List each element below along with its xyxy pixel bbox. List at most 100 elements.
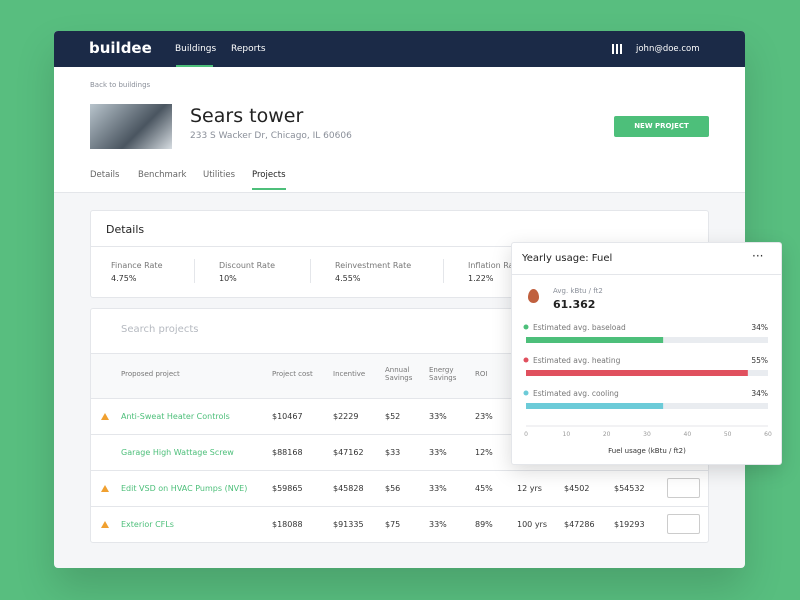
new-project-button[interactable]: NEW PROJECT — [614, 116, 709, 137]
rate-label: Reinvestment Rate — [335, 261, 412, 270]
back-link[interactable]: Back to buildings — [90, 81, 151, 89]
row-menu[interactable] — [667, 514, 700, 534]
tab[interactable]: Details — [90, 170, 120, 180]
x-tick-label: 10 — [563, 431, 571, 438]
usage-popup: Yearly usage: Fuel ··· Avg. kBtu / ft2 6… — [511, 242, 782, 465]
nav-link[interactable]: Reports — [231, 44, 266, 54]
cell: $33 — [385, 448, 401, 457]
building-photo — [90, 104, 172, 149]
warning-icon — [101, 485, 109, 492]
warning-icon — [101, 521, 109, 528]
legend-label: Estimated avg. cooling — [533, 389, 619, 398]
value-label: 55% — [751, 356, 768, 365]
value-label: 34% — [751, 323, 768, 332]
cell: 45% — [475, 484, 493, 493]
cell: 100 yrs — [517, 520, 548, 529]
cell: $19293 — [614, 520, 645, 529]
legend-dot — [523, 324, 529, 330]
address: 233 S Wacker Dr, Chicago, IL 60606 — [190, 131, 352, 141]
value-label: 34% — [751, 389, 768, 398]
cell: 12 yrs — [517, 484, 542, 493]
divider — [310, 259, 311, 283]
project-link[interactable]: Exterior CFLs — [121, 520, 174, 529]
legend-dot — [523, 390, 529, 396]
legend-label: Estimated avg. heating — [533, 356, 621, 365]
legend-label: Estimated avg. baseload — [533, 323, 626, 332]
cell: $54532 — [614, 484, 645, 493]
rate-value: 1.22% — [468, 274, 494, 283]
header: Back to buildings Sears tower 233 S Wack… — [54, 67, 745, 193]
cell: 89% — [475, 520, 493, 529]
column-header: Energy Savings — [429, 366, 457, 382]
column-header: Proposed project — [121, 370, 180, 378]
divider — [443, 259, 444, 283]
cell: 33% — [429, 484, 447, 493]
bar — [526, 370, 748, 376]
project-link[interactable]: Garage High Wattage Screw — [121, 448, 234, 457]
tab[interactable]: Utilities — [203, 170, 235, 180]
apps-icon[interactable] — [612, 44, 622, 54]
rate-value: 4.55% — [335, 274, 361, 283]
rate-value: 10% — [219, 274, 237, 283]
column-header: Incentive — [333, 370, 366, 378]
building-title: Sears tower — [190, 105, 304, 127]
cell: 33% — [429, 520, 447, 529]
nav-bar: buildee Buildings Reports john@doe.com — [54, 31, 745, 67]
row-divider — [91, 506, 708, 507]
project-link[interactable]: Anti-Sweat Heater Controls — [121, 412, 230, 421]
bar — [526, 403, 664, 409]
column-header: Project cost — [272, 370, 313, 378]
rate-label: Finance Rate — [111, 261, 163, 270]
row-divider — [91, 470, 708, 471]
usage-chart: Estimated avg. baseload 34% Estimated avg.… — [523, 323, 772, 455]
cell: $91335 — [333, 520, 364, 529]
row-divider — [91, 434, 708, 435]
metric-value: 61.362 — [553, 298, 596, 311]
x-tick-label: 0 — [524, 431, 528, 438]
x-tick-label: 20 — [603, 431, 611, 438]
popup-title: Yearly usage: Fuel — [522, 253, 613, 264]
cell: $88168 — [272, 448, 303, 457]
tab[interactable]: Projects — [252, 170, 286, 190]
x-tick-label: 40 — [684, 431, 692, 438]
nav-link[interactable]: Buildings — [175, 44, 217, 54]
row-menu[interactable] — [667, 478, 700, 498]
x-tick-label: 30 — [643, 431, 651, 438]
tab[interactable]: Benchmark — [138, 170, 187, 180]
fuel-icon — [528, 289, 539, 303]
metric-label: Avg. kBtu / ft2 — [553, 287, 603, 295]
user-menu[interactable]: john@doe.com — [636, 44, 700, 54]
cell: $18088 — [272, 520, 303, 529]
legend-dot — [523, 357, 529, 363]
cell: $47286 — [564, 520, 595, 529]
more-button[interactable]: ··· — [752, 249, 764, 263]
divider — [194, 259, 195, 283]
x-tick-label: 50 — [724, 431, 732, 438]
cell: $45828 — [333, 484, 364, 493]
x-axis-label: Fuel usage (kBtu / ft2) — [608, 447, 686, 455]
brand: buildee — [89, 39, 152, 57]
bar — [526, 337, 664, 343]
cell: 23% — [475, 412, 493, 421]
cell: $59865 — [272, 484, 303, 493]
column-header: ROI — [475, 370, 488, 378]
cell: $4502 — [564, 484, 590, 493]
cell: 33% — [429, 448, 447, 457]
cell: $75 — [385, 520, 401, 529]
rate-value: 4.75% — [111, 274, 137, 283]
project-link[interactable]: Edit VSD on HVAC Pumps (NVE) — [121, 484, 248, 493]
cell: 33% — [429, 412, 447, 421]
cell: 12% — [475, 448, 493, 457]
warning-icon — [101, 413, 109, 420]
column-header: Annual Savings — [385, 366, 413, 382]
cell: $47162 — [333, 448, 364, 457]
search-input[interactable]: Search projects — [121, 324, 199, 335]
x-tick-label: 60 — [764, 431, 772, 438]
cell: $10467 — [272, 412, 303, 421]
cell: $52 — [385, 412, 401, 421]
cell: $56 — [385, 484, 401, 493]
details-title: Details — [106, 223, 145, 236]
cell: $2229 — [333, 412, 359, 421]
rate-label: Discount Rate — [219, 261, 276, 270]
